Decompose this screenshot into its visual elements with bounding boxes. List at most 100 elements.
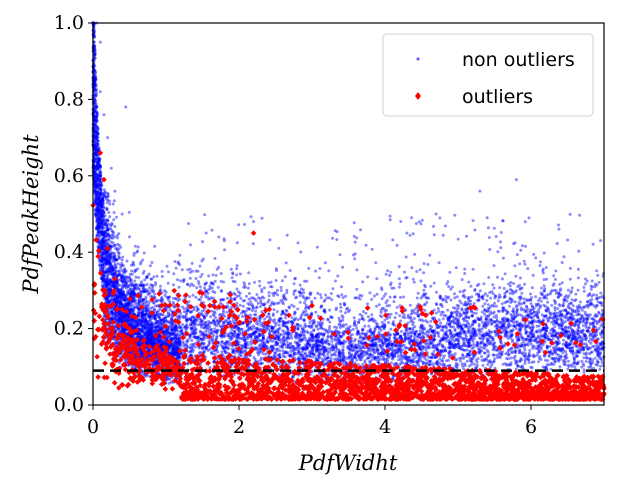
non-outlier-point <box>553 349 556 352</box>
non-outlier-point <box>590 279 594 283</box>
non-outlier-point <box>474 366 478 370</box>
non-outlier-point <box>197 298 201 301</box>
non-outlier-point <box>134 275 138 279</box>
non-outlier-point <box>304 309 308 313</box>
non-outlier-point <box>509 324 513 327</box>
non-outlier-point <box>420 352 424 356</box>
non-outlier-point <box>464 314 468 318</box>
non-outlier-point <box>136 324 140 327</box>
non-outlier-point <box>274 347 278 351</box>
non-outlier-point <box>170 337 174 341</box>
non-outlier-point <box>436 307 440 310</box>
non-outlier-point <box>533 354 537 358</box>
non-outlier-point <box>286 326 290 330</box>
non-outlier-point <box>220 340 224 343</box>
non-outlier-point <box>194 295 198 299</box>
non-outlier-point <box>494 304 498 308</box>
non-outlier-point <box>542 284 546 288</box>
non-outlier-point <box>566 367 570 371</box>
non-outlier-point <box>152 315 156 319</box>
non-outlier-point <box>95 144 99 148</box>
non-outlier-point <box>250 309 254 313</box>
non-outlier-point <box>537 324 541 328</box>
non-outlier-point <box>133 323 137 327</box>
non-outlier-point <box>121 296 125 300</box>
non-outlier-point <box>256 301 260 305</box>
non-outlier-point <box>540 329 544 332</box>
non-outlier-point <box>188 295 192 299</box>
non-outlier-point <box>267 298 271 302</box>
non-outlier-point <box>303 351 307 355</box>
non-outlier-point <box>159 300 163 304</box>
non-outlier-point <box>431 316 435 320</box>
non-outlier-point <box>534 330 538 334</box>
non-outlier-point <box>115 280 119 284</box>
non-outlier-point <box>382 358 386 362</box>
non-outlier-point <box>458 290 462 294</box>
non-outlier-point <box>113 281 116 285</box>
non-outlier-point <box>401 348 405 352</box>
non-outlier-point <box>526 267 530 271</box>
non-outlier-point <box>490 303 494 307</box>
non-outlier-point <box>589 341 593 345</box>
non-outlier-point <box>481 304 485 308</box>
non-outlier-point <box>472 302 476 305</box>
non-outlier-point <box>96 182 100 186</box>
non-outlier-point <box>181 340 185 344</box>
non-outlier-point <box>340 285 343 289</box>
non-outlier-point <box>123 298 127 302</box>
non-outlier-point <box>184 326 188 330</box>
non-outlier-point <box>526 334 530 338</box>
non-outlier-point <box>258 318 261 321</box>
non-outlier-point <box>277 323 281 327</box>
non-outlier-point <box>311 355 314 359</box>
non-outlier-point <box>429 359 433 363</box>
non-outlier-point <box>539 260 542 264</box>
non-outlier-point <box>473 327 477 331</box>
non-outlier-point <box>384 308 388 312</box>
non-outlier-point <box>339 305 343 309</box>
non-outlier-point <box>448 349 452 353</box>
non-outlier-point <box>150 323 154 327</box>
non-outlier-point <box>127 210 131 214</box>
non-outlier-point <box>591 337 595 341</box>
non-outlier-point <box>584 360 588 363</box>
non-outlier-point <box>462 367 466 371</box>
non-outlier-point <box>494 294 498 298</box>
non-outlier-point <box>385 344 389 348</box>
non-outlier-point <box>599 364 602 368</box>
non-outlier-point <box>118 319 122 323</box>
non-outlier-point <box>305 346 309 350</box>
non-outlier-point <box>93 188 97 192</box>
non-outlier-point <box>93 175 97 179</box>
non-outlier-point <box>537 298 540 302</box>
non-outlier-point <box>255 293 259 296</box>
non-outlier-point <box>95 220 98 223</box>
non-outlier-point <box>238 344 242 347</box>
non-outlier-point <box>483 343 487 347</box>
non-outlier-point <box>101 241 105 245</box>
non-outlier-point <box>182 310 186 314</box>
non-outlier-point <box>416 361 420 365</box>
non-outlier-point <box>410 266 414 270</box>
non-outlier-point <box>145 337 149 341</box>
non-outlier-point <box>373 351 377 355</box>
non-outlier-point <box>121 303 125 307</box>
non-outlier-point <box>419 296 423 300</box>
non-outlier-point <box>548 316 552 320</box>
non-outlier-point <box>133 268 137 272</box>
non-outlier-point <box>472 342 476 346</box>
non-outlier-point <box>344 323 348 327</box>
non-outlier-point <box>534 295 538 299</box>
non-outlier-point <box>214 273 218 277</box>
non-outlier-point <box>112 298 116 302</box>
non-outlier-point <box>540 286 544 290</box>
non-outlier-point <box>95 164 99 168</box>
non-outlier-point <box>501 309 505 313</box>
non-outlier-point <box>267 294 271 298</box>
non-outlier-point <box>219 301 222 305</box>
non-outlier-point <box>154 304 158 308</box>
non-outlier-point <box>534 256 538 260</box>
non-outlier-point <box>596 337 600 341</box>
non-outlier-point <box>526 325 530 328</box>
